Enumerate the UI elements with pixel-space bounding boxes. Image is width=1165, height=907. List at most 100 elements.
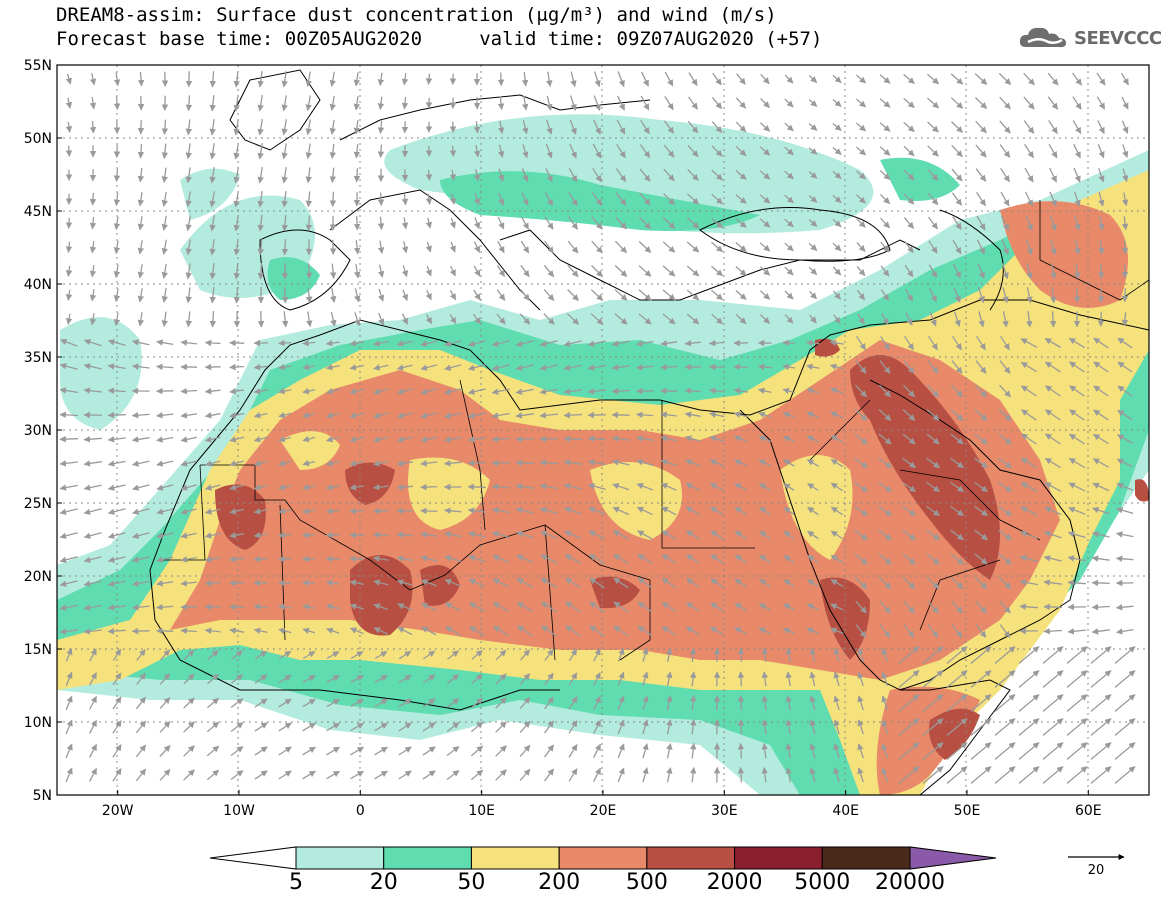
wind-arrow <box>808 171 818 179</box>
wind-arrow <box>1021 433 1037 445</box>
wind-arrow <box>257 262 265 280</box>
wind-arrow <box>492 578 510 588</box>
wind-arrow <box>1097 311 1105 327</box>
wind-arrow <box>926 457 941 469</box>
wind-arrow <box>1069 385 1085 397</box>
wind-arrow <box>161 239 168 255</box>
wind-arrow <box>1117 361 1133 373</box>
wind-arrow <box>305 191 313 208</box>
wind-arrow <box>1074 239 1081 256</box>
wind-arrow <box>113 192 121 207</box>
wind-arrow <box>662 241 676 253</box>
wind-arrow <box>281 191 288 208</box>
wind-arrow <box>638 265 652 277</box>
wind-arrow <box>640 95 650 111</box>
wind-arrow <box>567 240 579 254</box>
wind-arrow <box>185 119 193 136</box>
wind-arrow <box>974 409 988 421</box>
wind-arrow <box>686 241 700 253</box>
wind-arrow <box>1093 409 1109 421</box>
wind-arrow <box>107 460 126 467</box>
wind-arrow <box>881 312 889 326</box>
wind-arrow <box>854 457 869 469</box>
wind-arrow <box>229 508 245 515</box>
wind-arrow <box>926 73 940 85</box>
wind-arrow <box>65 97 73 109</box>
wind-arrow <box>617 95 625 111</box>
wind-arrow <box>929 288 937 303</box>
wind-arrow <box>302 531 316 539</box>
wind-arrow <box>953 287 961 303</box>
wind-arrow <box>926 97 940 109</box>
wind-arrow <box>617 71 625 88</box>
wind-arrow <box>974 481 989 493</box>
wind-arrow <box>857 313 865 325</box>
wind-arrow <box>710 602 724 612</box>
wind-arrow <box>185 167 192 184</box>
wind-arrow <box>89 265 97 278</box>
wind-arrow <box>83 628 102 635</box>
wind-arrow <box>425 97 433 109</box>
wind-arrow <box>492 554 510 563</box>
wind-arrow <box>353 120 361 135</box>
wind-arrow <box>302 579 316 587</box>
wind-arrow <box>832 123 842 131</box>
wind-arrow <box>161 287 168 303</box>
wind-arrow <box>229 484 245 491</box>
wind-arrow <box>833 290 841 300</box>
wind-arrow <box>1068 482 1086 492</box>
wind-arrow <box>808 75 818 83</box>
wind-arrow <box>784 266 794 276</box>
wind-arrow <box>636 340 654 347</box>
wind-arrow <box>830 554 844 564</box>
wind-arrow <box>759 194 771 204</box>
wind-arrow <box>563 506 582 515</box>
wind-arrow <box>903 384 915 398</box>
wind-arrow <box>998 72 1012 86</box>
wind-arrow <box>305 215 313 232</box>
lon-label: 40E <box>832 803 859 819</box>
wind-arrow <box>156 532 174 539</box>
wind-arrow <box>591 264 603 278</box>
wind-arrow <box>161 191 168 207</box>
wind-arrow <box>879 384 891 398</box>
wind-arrow <box>65 73 72 85</box>
lat-label: 30N <box>24 423 52 439</box>
wind-arrow <box>401 217 409 230</box>
wind-arrow <box>83 532 102 539</box>
wind-arrow <box>83 556 102 563</box>
wind-arrow <box>113 216 121 231</box>
wind-arrow <box>521 168 529 183</box>
wind-arrow <box>305 167 312 184</box>
wind-arrow <box>664 96 674 111</box>
wind-arrow <box>757 363 772 371</box>
wind-arrow <box>278 579 292 587</box>
wind-arrow <box>180 556 198 563</box>
wind-arrow <box>687 169 699 181</box>
wind-arrow <box>975 120 987 134</box>
wind-arrow <box>660 483 677 491</box>
wind-arrow <box>879 193 891 205</box>
wind-arrow <box>662 265 676 277</box>
wind-arrow <box>1121 288 1129 303</box>
wind-arrow <box>614 289 628 301</box>
wind-arrow <box>396 436 413 443</box>
wind-arrow <box>639 192 651 206</box>
wind-arrow <box>974 505 989 517</box>
wind-arrow <box>593 119 601 135</box>
wind-arrow <box>686 265 700 277</box>
wind-arrow <box>904 217 914 229</box>
wind-arrow <box>830 482 844 492</box>
lat-label: 20N <box>24 569 52 585</box>
wind-arrow <box>711 145 723 157</box>
wind-arrow <box>539 483 559 490</box>
wind-arrow <box>545 143 553 159</box>
wind-arrow <box>257 239 265 256</box>
wind-arrow <box>329 239 337 255</box>
wind-arrow <box>951 168 963 182</box>
wind-arrow <box>257 118 264 136</box>
wind-arrow <box>1043 603 1063 611</box>
wind-arrow <box>663 120 675 134</box>
wind-arrow <box>137 72 145 87</box>
wind-arrow <box>515 388 534 395</box>
